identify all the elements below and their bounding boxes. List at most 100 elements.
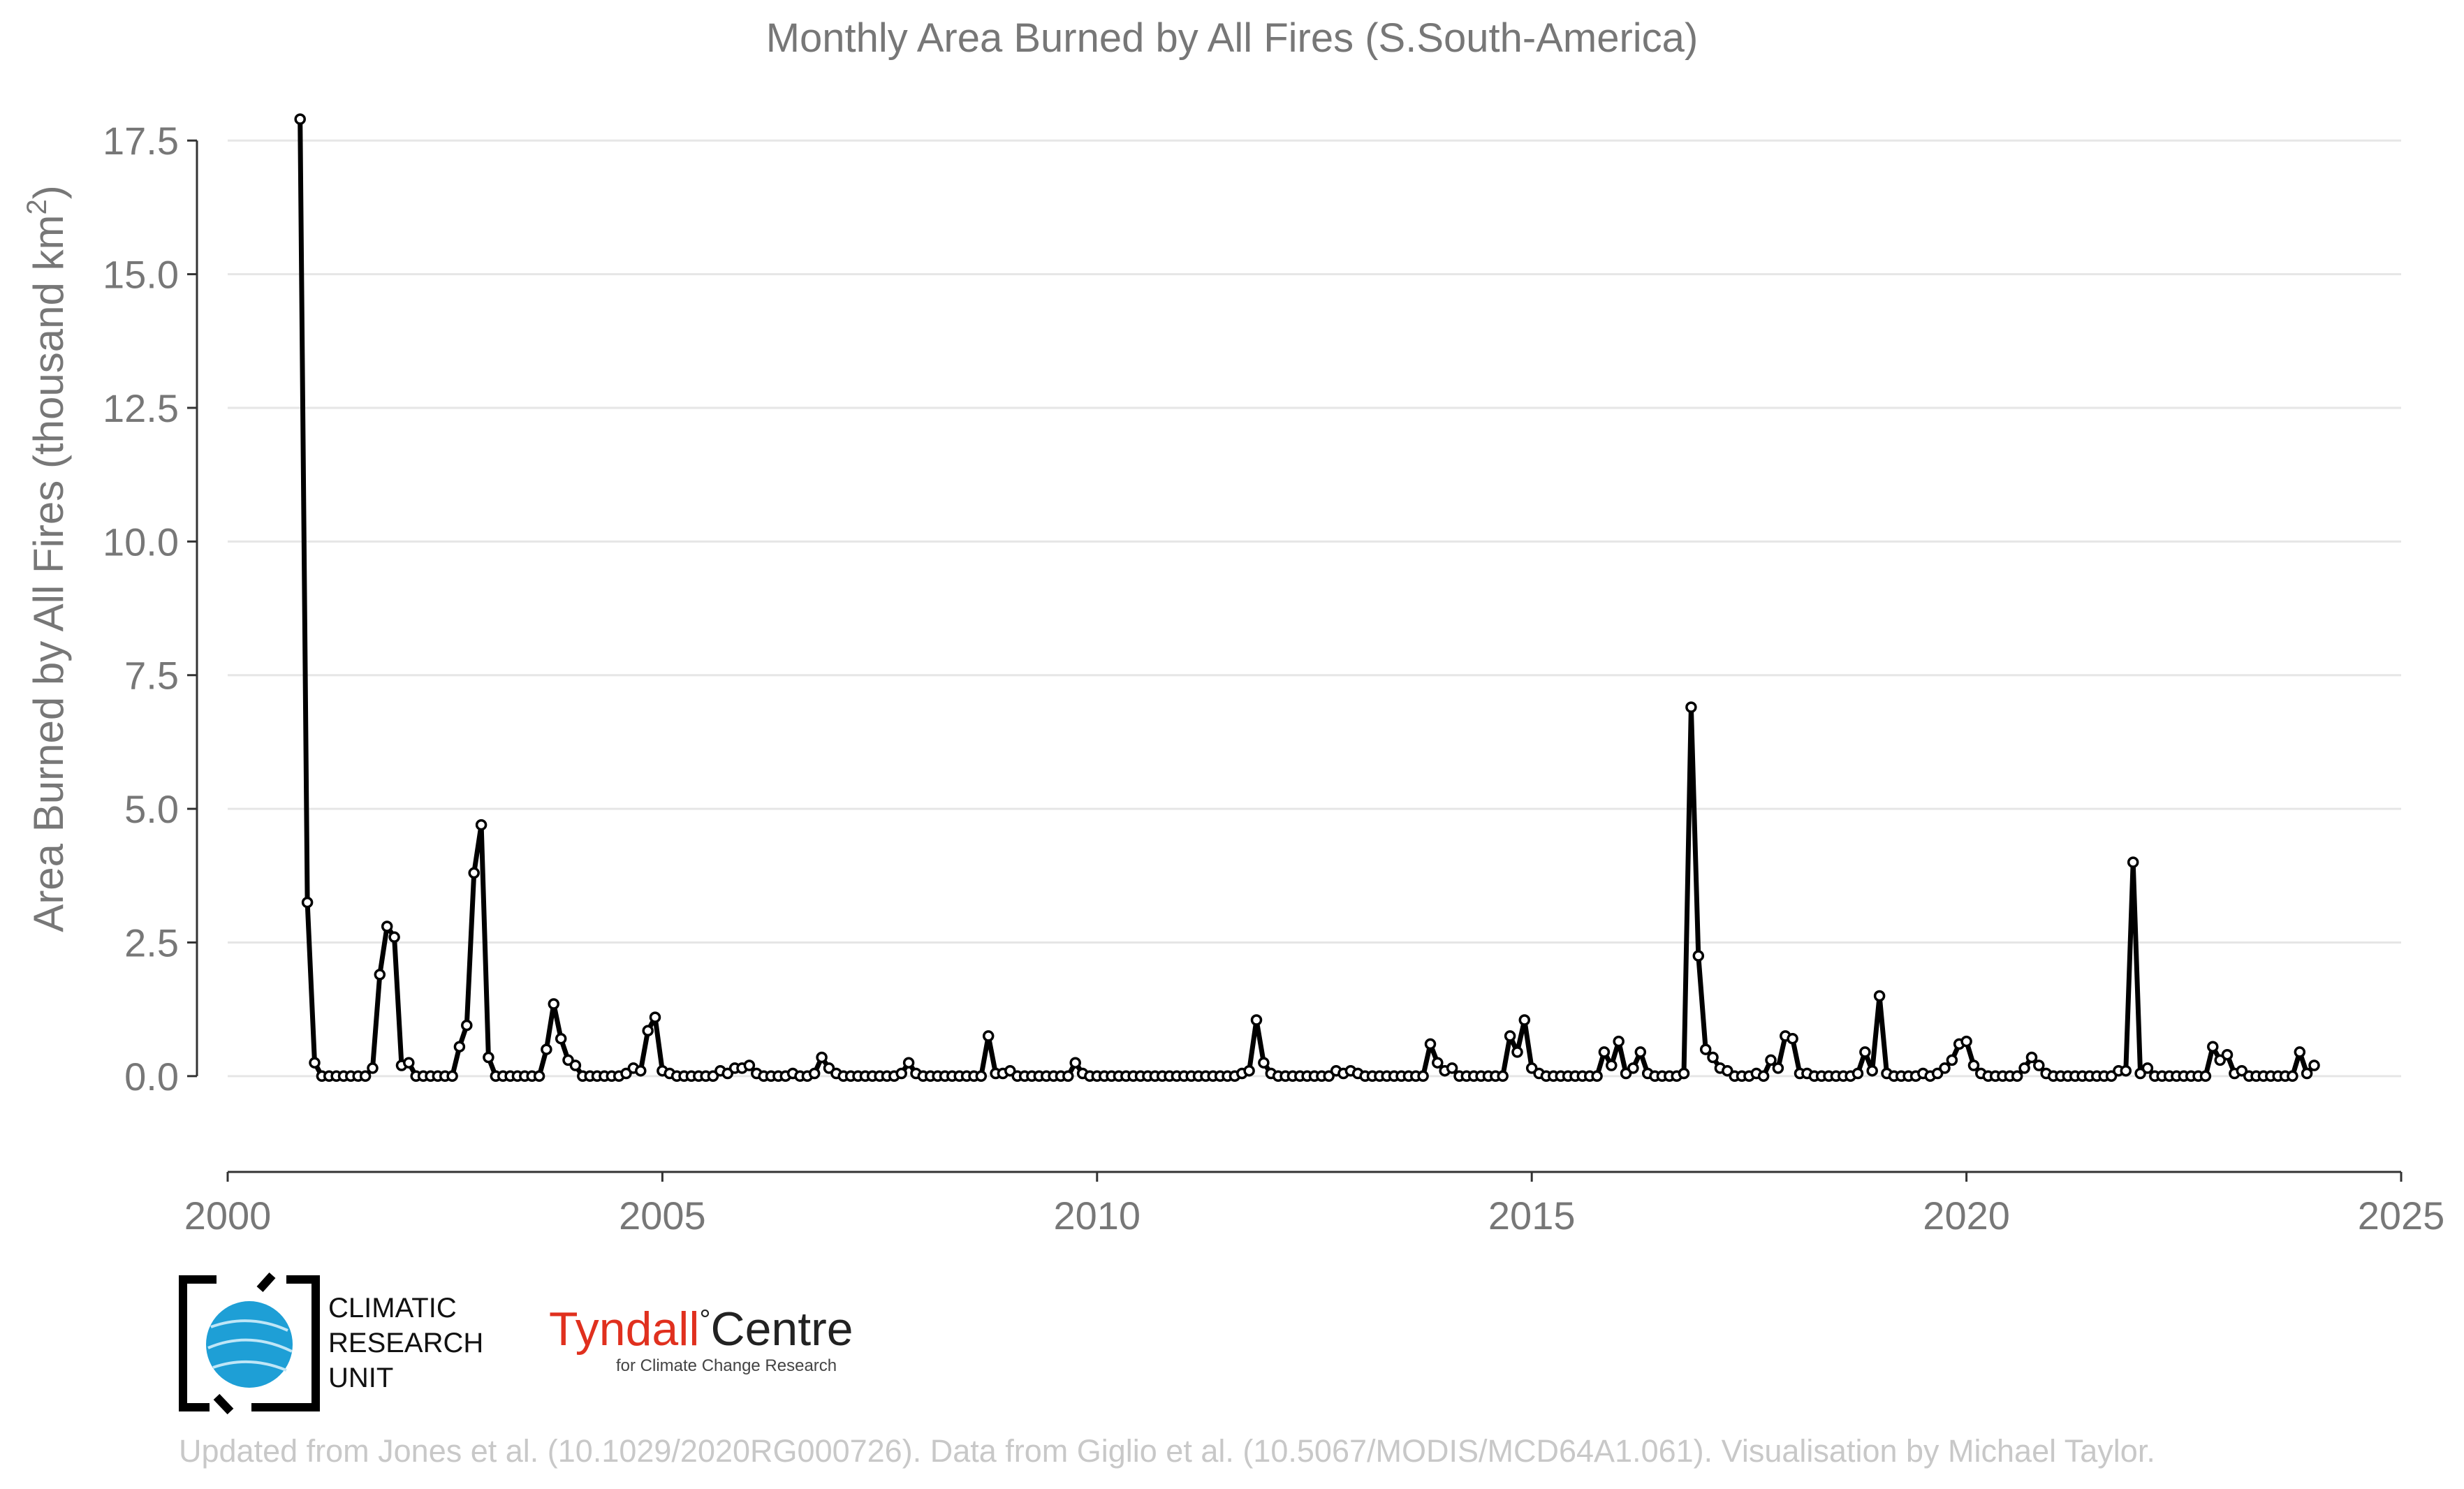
x-tick-label: 2010: [1054, 1194, 1141, 1238]
data-point: [1606, 1059, 1618, 1071]
x-tick-label: 2015: [1488, 1194, 1576, 1238]
data-point: [721, 1067, 734, 1080]
data-point: [1004, 1064, 1016, 1077]
data-point: [1613, 1035, 1625, 1048]
data-point: [975, 1070, 988, 1083]
tyndall-degree: °: [699, 1305, 711, 1335]
cru-bracket-slash-bottom: [213, 1393, 234, 1415]
data-point: [2236, 1064, 2248, 1077]
data-point: [1258, 1057, 1270, 1069]
data-point: [1518, 1014, 1531, 1026]
tyndall-name: Tyndall: [549, 1303, 700, 1356]
data-point: [1699, 1043, 1712, 1055]
data-point: [483, 1051, 494, 1064]
cru-line-3: UNIT: [328, 1363, 394, 1393]
cru-bracket-left: [179, 1275, 217, 1411]
data-point: [2221, 1048, 2234, 1061]
x-tick-label: 2025: [2358, 1194, 2445, 1238]
globe-line-3: [212, 1360, 287, 1372]
data-point: [1432, 1057, 1444, 1069]
data-point: [1851, 1067, 1864, 1080]
data-point: [294, 113, 306, 125]
data-point: [2214, 1054, 2226, 1066]
y-ticks: 0.0 2.5 5.0 7.5 10.0 12.5 15.0 17.5: [103, 119, 197, 1099]
data-point: [743, 1059, 756, 1071]
data-point: [642, 1025, 654, 1037]
y-tick-label: 0.0: [124, 1055, 179, 1099]
series-area-burned: [294, 113, 2320, 1083]
data-point: [1757, 1070, 1770, 1083]
data-point: [2301, 1067, 2313, 1080]
data-point: [1787, 1032, 1798, 1045]
data-point: [1873, 990, 1886, 1002]
data-point: [367, 1062, 379, 1074]
data-point: [1707, 1051, 1719, 1064]
data-point: [1678, 1067, 1690, 1080]
grid-lines: [228, 139, 2401, 1078]
data-point: [453, 1041, 466, 1052]
data-point: [1062, 1070, 1074, 1083]
data-point: [2033, 1059, 2045, 1071]
data-point: [1685, 701, 1697, 713]
data-point: [1598, 1046, 1611, 1058]
data-point: [2127, 856, 2139, 868]
data-point: [1250, 1014, 1263, 1026]
data-point: [823, 1062, 835, 1074]
y-axis-label-end: ): [25, 185, 72, 199]
credit-line: Updated from Jones et al. (10.1029/2020R…: [179, 1433, 2155, 1469]
data-point: [1960, 1035, 1972, 1048]
axes: [196, 140, 2401, 1173]
data-point: [902, 1057, 915, 1069]
data-point: [1627, 1062, 1639, 1074]
data-point: [1722, 1064, 1733, 1077]
data-point: [403, 1057, 415, 1069]
data-point: [1525, 1062, 1538, 1074]
data-point: [309, 1057, 321, 1069]
data-point: [541, 1043, 552, 1055]
data-point: [1323, 1070, 1335, 1083]
data-point: [1939, 1062, 1951, 1074]
data-point: [461, 1019, 473, 1032]
tyndall-subtitle: for Climate Change Research: [616, 1356, 837, 1375]
data-point: [982, 1030, 995, 1042]
x-tick-label: 2020: [1923, 1194, 2010, 1238]
data-point: [1511, 1046, 1523, 1058]
data-point: [2207, 1041, 2219, 1052]
cru-bracket-slash-top: [256, 1272, 276, 1293]
y-tick-label: 15.0: [103, 253, 179, 297]
data-point: [388, 931, 400, 944]
y-tick-label: 2.5: [124, 920, 179, 964]
data-point: [1772, 1062, 1784, 1074]
data-point: [1504, 1030, 1516, 1042]
data-point: [1417, 1070, 1429, 1083]
tyndall-logo: Tyndall°Centre for Climate Change Resear…: [549, 1303, 853, 1375]
data-point: [446, 1070, 458, 1083]
y-axis-label-main: Area Burned by All Fires (thousand km: [25, 215, 72, 932]
globe-line-1: [210, 1319, 288, 1332]
data-point: [620, 1067, 632, 1080]
data-point: [1424, 1038, 1437, 1050]
y-tick-label: 5.0: [124, 787, 179, 831]
y-tick-label: 17.5: [103, 119, 179, 163]
data-point: [468, 867, 480, 879]
data-point: [381, 920, 393, 932]
data-point: [548, 998, 560, 1010]
data-point: [2120, 1064, 2132, 1077]
data-point: [2308, 1059, 2320, 1071]
data-point: [1692, 950, 1705, 962]
data-point: [2287, 1070, 2298, 1083]
data-point: [895, 1067, 907, 1080]
data-point: [475, 819, 487, 831]
data-point: [816, 1051, 828, 1064]
cru-logo: [179, 1272, 320, 1415]
x-ticks: 2000 2005 2010 2015 2020 2025: [184, 1172, 2445, 1238]
y-tick-label: 10.0: [103, 520, 179, 564]
y-axis-label: Area Burned by All Fires (thousand km2): [22, 185, 72, 932]
data-point: [1634, 1046, 1647, 1058]
y-tick-label: 12.5: [103, 386, 179, 430]
data-point: [1446, 1062, 1458, 1074]
data-point: [1931, 1067, 1944, 1080]
data-point: [2025, 1051, 2038, 1064]
data-point: [1497, 1070, 1509, 1083]
